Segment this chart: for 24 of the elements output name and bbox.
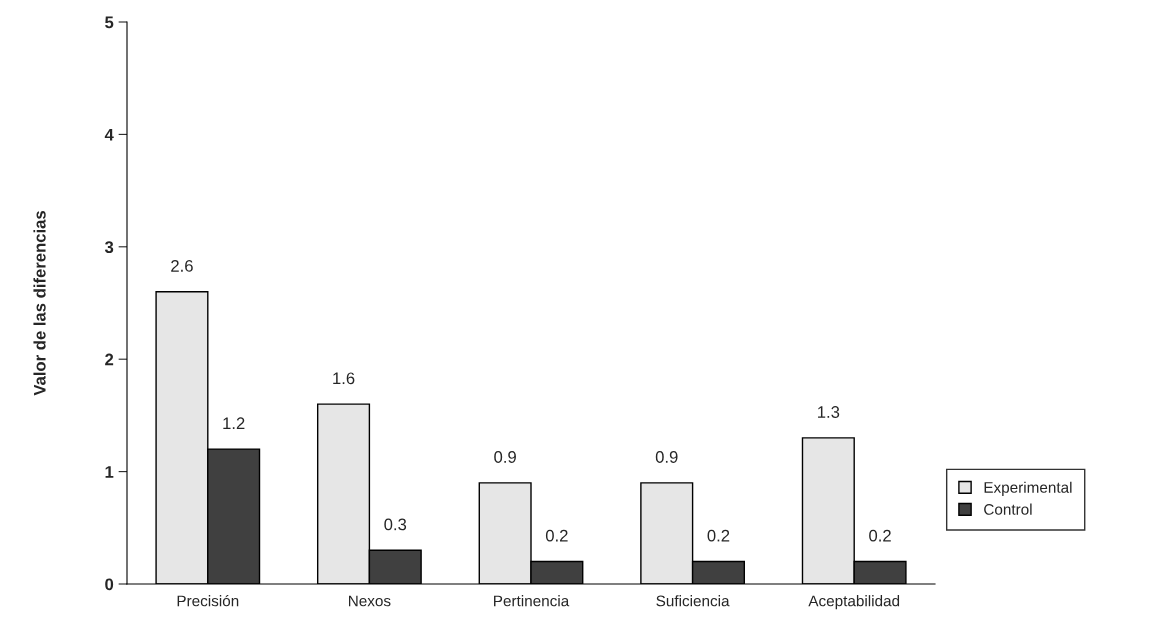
y-tick-label: 5 bbox=[105, 16, 114, 29]
y-tick-label: 1 bbox=[105, 466, 114, 478]
legend-label: Control bbox=[984, 503, 1032, 515]
data-label: 2.6 bbox=[171, 260, 193, 272]
legend-label: Experimental bbox=[984, 481, 1072, 496]
data-label: 0.2 bbox=[545, 529, 568, 542]
y-tick-label: 4 bbox=[104, 128, 114, 141]
data-label: 0.2 bbox=[869, 529, 891, 542]
x-tick-label: Nexos bbox=[349, 595, 391, 607]
y-tick-label: 3 bbox=[104, 241, 114, 254]
x-tick-label: Suficiencia bbox=[656, 595, 730, 607]
data-label: 0.9 bbox=[655, 451, 678, 463]
y-axis-title: Valor de las diferencias bbox=[33, 211, 46, 396]
x-tick-label: Aceptabilidad bbox=[808, 595, 900, 610]
y-tick-label: 0 bbox=[105, 578, 114, 591]
data-label: 0.3 bbox=[384, 518, 407, 531]
x-tick-label: Pertinencia bbox=[494, 595, 570, 607]
data-label: 0.2 bbox=[707, 529, 730, 542]
data-label: 1.3 bbox=[818, 406, 840, 418]
y-tick-label: 2 bbox=[105, 353, 114, 366]
x-tick-label: Precisión bbox=[177, 594, 239, 607]
data-label: 1.2 bbox=[223, 417, 245, 429]
data-label: 1.6 bbox=[333, 372, 355, 385]
data-label: 0.9 bbox=[494, 451, 516, 463]
